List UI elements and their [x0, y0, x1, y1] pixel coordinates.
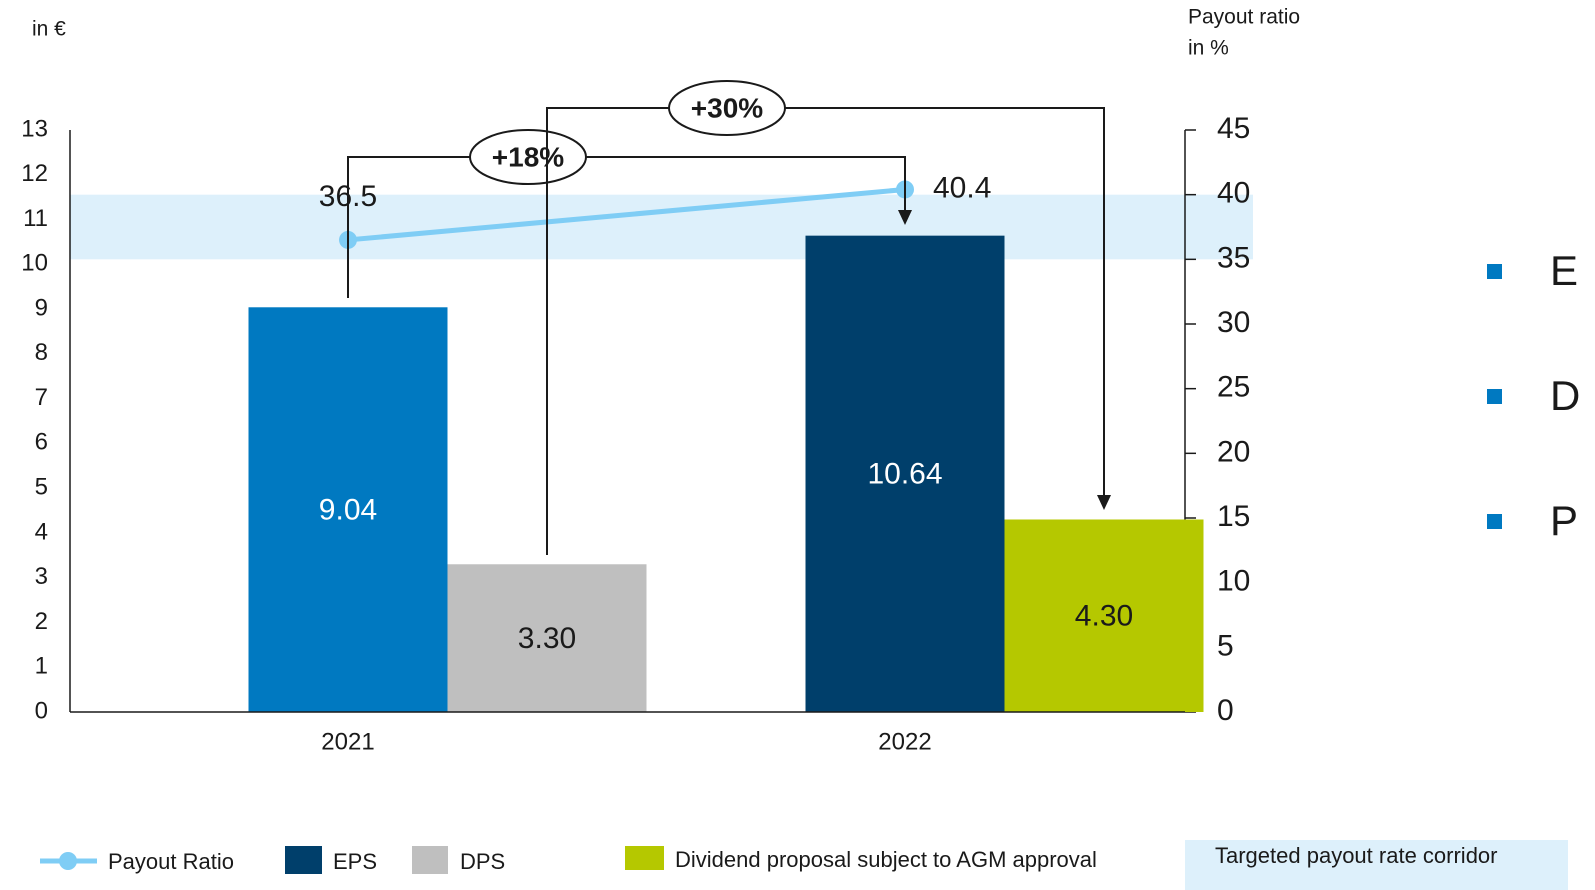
- y-tick-label: 0: [35, 697, 48, 724]
- y2-tick-label: 30: [1217, 306, 1250, 339]
- bullet-square: [1487, 514, 1502, 529]
- legend-label: Targeted payout rate corridor: [1215, 843, 1498, 868]
- y2-tick-label: 5: [1217, 629, 1234, 662]
- y-tick-label: 11: [23, 205, 48, 232]
- bullet-text: P: [1550, 497, 1578, 544]
- y-tick-label: 10: [21, 250, 48, 277]
- payout-line: [347, 187, 906, 243]
- y2-tick-label: 0: [1217, 694, 1234, 727]
- y2-axis-label: in %: [1188, 37, 1229, 60]
- y-tick-label: 9: [35, 294, 48, 321]
- y2-axis-label: Payout ratio: [1188, 6, 1300, 29]
- y-tick-label: 3: [35, 563, 48, 590]
- y-tick-label: 2: [35, 608, 48, 635]
- bar: [248, 307, 448, 712]
- x-tick-label: 2022: [878, 728, 931, 755]
- y-tick-label: 1: [35, 653, 48, 680]
- y2-tick-label: 15: [1217, 500, 1250, 533]
- legend-swatch: [285, 846, 322, 874]
- legend-label: DPS: [460, 849, 505, 874]
- y2-tick-label: 40: [1217, 177, 1250, 210]
- legend-label: Dividend proposal subject to AGM approva…: [675, 847, 1097, 872]
- y-tick-label: 7: [35, 384, 48, 411]
- y-tick-label: 5: [35, 473, 48, 500]
- payout-corridor: [70, 194, 1253, 260]
- y2-tick-label: 25: [1217, 371, 1250, 404]
- growth-label: +30%: [691, 92, 763, 123]
- bullet-square: [1487, 264, 1502, 279]
- bar: [447, 564, 647, 712]
- y2-tick-label: 20: [1217, 435, 1250, 468]
- growth-label: +18%: [492, 141, 564, 172]
- growth-bracket: [347, 156, 906, 298]
- y-axis-label: in €: [32, 18, 66, 41]
- bullet-square: [1487, 389, 1502, 404]
- legend-dot: [59, 852, 77, 870]
- bar-value-label: 3.30: [518, 622, 576, 655]
- growth-bracket: [546, 107, 1105, 555]
- bar: [805, 235, 1005, 712]
- bar-value-label: 4.30: [1075, 600, 1133, 633]
- bullet-text: D: [1550, 372, 1580, 419]
- bullet-text: E: [1550, 247, 1578, 294]
- growth-oval: [668, 80, 786, 136]
- legend-label: EPS: [333, 849, 377, 874]
- y2-tick-label: 45: [1217, 112, 1250, 145]
- arrow-head: [1097, 495, 1111, 510]
- y-tick-label: 4: [35, 518, 48, 545]
- bar-value-label: 10.64: [867, 458, 942, 491]
- growth-oval: [469, 129, 587, 185]
- x-tick-label: 2021: [321, 728, 374, 755]
- bar: [1004, 519, 1204, 712]
- legend-swatch: [1185, 840, 1568, 890]
- arrow-head: [898, 210, 912, 225]
- y2-tick-label: 10: [1217, 565, 1250, 598]
- legend-swatch: [625, 846, 664, 870]
- payout-label: 40.4: [933, 171, 991, 204]
- y-tick-label: 13: [21, 115, 48, 142]
- y-tick-label: 12: [21, 160, 48, 187]
- y-tick-label: 8: [35, 339, 48, 366]
- y-tick-label: 6: [35, 429, 48, 456]
- y2-tick-label: 35: [1217, 241, 1250, 274]
- legend-swatch: [412, 846, 448, 874]
- legend-label: Payout Ratio: [108, 849, 234, 874]
- bar-value-label: 9.04: [319, 494, 377, 527]
